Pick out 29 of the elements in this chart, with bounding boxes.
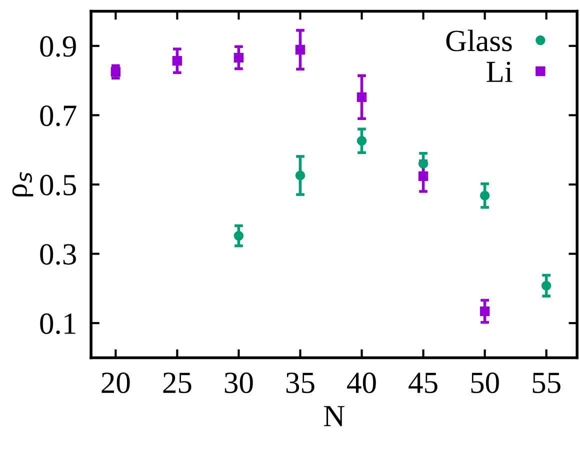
point xyxy=(234,230,244,241)
x-tick-label: 55 xyxy=(532,372,560,394)
point xyxy=(295,44,306,55)
point xyxy=(356,92,367,102)
y-tick-label: 0.9 xyxy=(40,36,76,57)
x-tick-label: 40 xyxy=(347,372,376,394)
point xyxy=(234,52,244,63)
legend-label: Li xyxy=(486,62,512,82)
y-tick-label: 0.3 xyxy=(40,244,76,265)
x-tick-label: 35 xyxy=(286,372,314,394)
x-tick-label: 45 xyxy=(408,372,438,394)
y-tick-label: 0.7 xyxy=(40,105,76,126)
y-tick-label: 0.1 xyxy=(40,313,76,334)
point xyxy=(172,56,182,66)
x-tick-label: 50 xyxy=(471,372,499,394)
x-axis-title: N xyxy=(324,406,344,426)
point xyxy=(110,67,121,77)
y-tick-label: 0.5 xyxy=(40,174,76,196)
legend-label: Glass xyxy=(446,30,512,52)
x-tick-label: 20 xyxy=(102,372,130,394)
x-tick-label: 25 xyxy=(163,372,192,394)
point xyxy=(295,170,306,180)
point xyxy=(480,306,490,316)
point xyxy=(541,280,552,291)
point xyxy=(418,171,428,182)
x-tick-label: 30 xyxy=(224,372,253,394)
point xyxy=(480,190,490,200)
y-axis-title: ρ$_{s}$ xyxy=(12,172,34,196)
point xyxy=(356,136,367,146)
